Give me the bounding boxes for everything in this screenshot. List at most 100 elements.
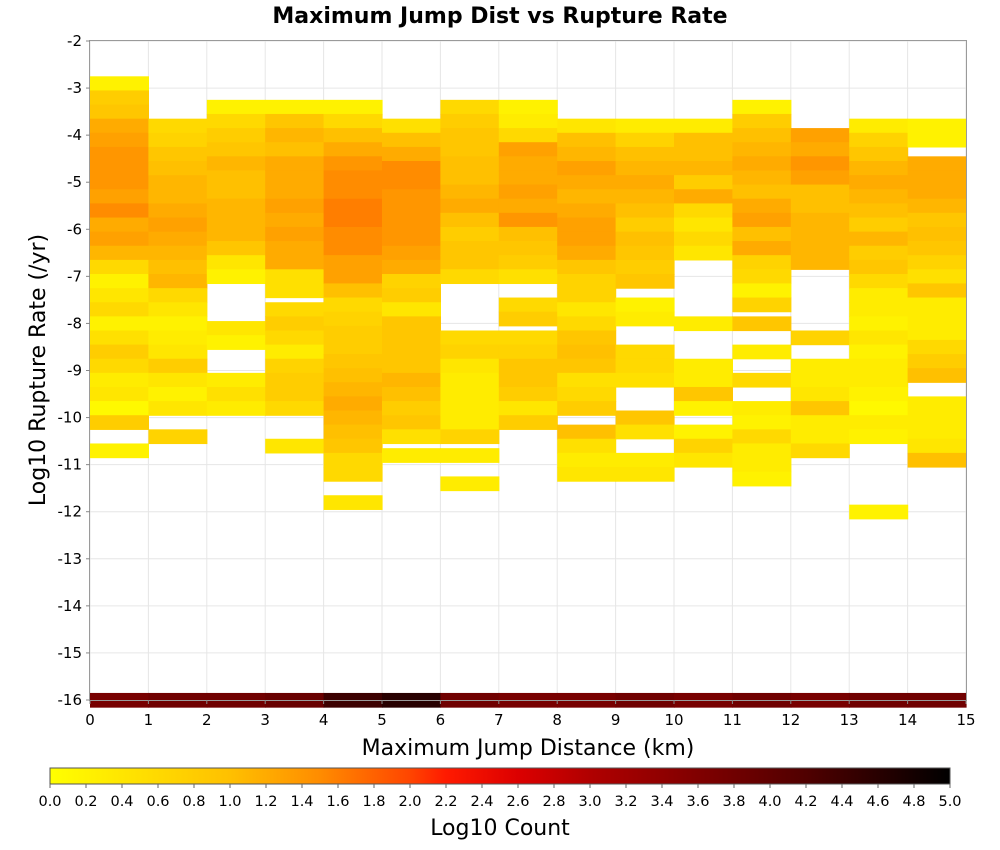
heatmap-cell [674,386,733,402]
heatmap-cell [674,316,733,332]
heatmap-cell [615,410,675,426]
heatmap-cell [907,156,967,172]
heatmap-cell [790,142,850,157]
heatmap-cell [907,132,967,148]
heatmap-cell [907,410,967,426]
y-tick-label: -16 [58,691,83,709]
heatmap-cell [732,471,792,487]
heatmap-cell [90,217,149,233]
heatmap-cell [323,156,383,172]
heatmap-cell [907,255,967,270]
heatmap-cell [382,344,441,360]
heatmap-cell [674,231,733,247]
heatmap-cell [440,476,500,492]
heatmap-cell [732,142,792,157]
heatmap-cell [615,358,675,374]
heatmap-cell [790,372,850,388]
x-tick-label: 1 [144,711,154,729]
colorbar-label: Log10 Count [430,816,570,841]
heatmap-cell [732,128,792,143]
heatmap-cell [849,358,909,374]
heatmap-cell [557,401,617,416]
heatmap-cell [557,386,617,402]
x-tick-label: 10 [664,711,683,729]
heatmap-cell [615,217,675,233]
heatmap-cell [148,217,208,233]
heatmap-cell [498,212,558,228]
heatmap-cell [674,146,733,162]
heatmap-cell [732,269,792,285]
heatmap-cell [323,283,383,299]
heatmap-cell [148,175,208,190]
heatmap-cell [440,128,500,143]
heatmap-cell [790,156,850,172]
heatmap-cell [498,269,558,285]
heatmap-cell [790,128,850,143]
heatmap-cell [265,372,325,388]
heatmap-cell [674,358,733,374]
heatmap-cell [148,245,208,261]
heatmap-cell [90,90,149,106]
heatmap-cell [615,297,675,313]
heatmap-cell [557,316,617,332]
heatmap-cell [265,330,325,346]
heatmap-cell [498,372,558,388]
heatmap-cell [382,161,441,176]
y-tick-label: -4 [67,126,82,144]
heatmap-cell [732,283,792,299]
heatmap-cell [907,325,967,341]
y-tick-label: -13 [58,550,83,568]
heatmap-cell [148,189,208,204]
heatmap-cell [265,184,325,200]
heatmap-cell [674,161,733,176]
heatmap-cell [790,198,850,214]
heatmap-cell [206,321,266,336]
heatmap-cell [206,372,266,388]
heatmap-cell [440,330,500,346]
heatmap-cell [849,429,909,445]
colorbar-tick-label: 0.2 [74,794,97,810]
heatmap-cell [557,189,617,204]
heatmap-cell [557,358,617,374]
x-tick-label: 2 [202,711,212,729]
heatmap-cell [206,99,266,115]
heatmap-cell [615,118,675,134]
heatmap-cell [907,438,967,454]
heatmap-cell [148,288,208,303]
y-tick-label: -5 [67,173,82,191]
heatmap-cell [907,424,967,440]
x-tick-label: 12 [781,711,800,729]
heatmap-cell [265,226,325,242]
colorbar-tick-label: 1.4 [290,794,313,810]
x-tick-label: 5 [377,711,387,729]
heatmap-cell [206,226,266,242]
heatmap-cell [907,184,967,200]
heatmap-cell [90,386,149,402]
heatmap-cell [557,259,617,275]
heatmap-cell [790,170,850,186]
heatmap-cell [849,146,909,162]
heatmap-cell [90,330,149,346]
heatmap-cell [498,415,558,430]
heatmap-cell [265,438,325,454]
heatmap-cell [557,146,617,162]
heatmap-cell [323,382,383,397]
heatmap-cell [440,156,500,172]
heatmap-cell [674,372,733,388]
heatmap-cell [382,189,441,204]
x-tick-label: 15 [956,711,975,729]
colorbar-tick-label: 1.6 [326,794,349,810]
heatmap-cell [148,386,208,402]
heatmap-cell [557,203,617,219]
y-tick-label: -12 [58,503,83,521]
heatmap-cell [615,189,675,204]
heatmap-cell [732,457,792,473]
heatmap-cell [440,99,500,115]
heatmap-cell [323,495,383,510]
heatmap-cell [148,259,208,275]
heatmap-cell [440,448,500,463]
heatmap-cell [90,316,149,332]
heatmap-cell [732,443,792,459]
heatmap-cell [849,217,909,233]
heatmap-cell [440,113,500,129]
